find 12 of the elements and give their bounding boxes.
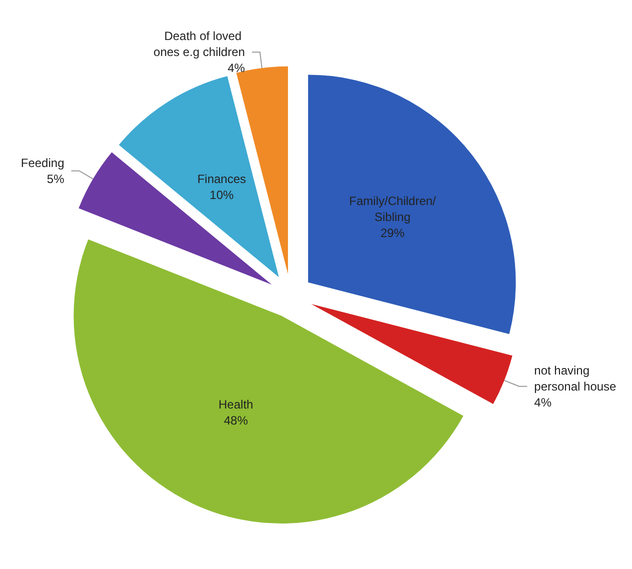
slice-label: Family/Children/Sibling — [349, 194, 437, 224]
data-label: 4% — [534, 395, 552, 410]
slice-label: Finances — [197, 172, 246, 186]
data-label: 10% — [210, 188, 234, 202]
slice-label: Feeding — [20, 156, 64, 170]
slice-label: Health — [218, 397, 254, 412]
slice-label: Death of loved ones e.g children — [154, 29, 245, 60]
data-label: 29% — [380, 226, 405, 240]
data-label: 4% — [228, 61, 246, 76]
data-label: 5% — [46, 172, 65, 186]
slice-label: not having personal house — [534, 363, 617, 394]
data-label: 48% — [224, 413, 248, 428]
